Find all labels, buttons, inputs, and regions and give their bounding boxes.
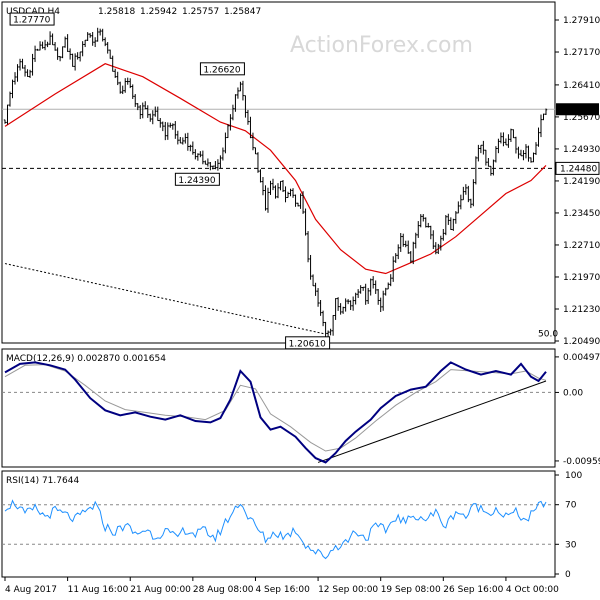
rsi-layer: 100 70 30 0 — [2, 471, 582, 580]
rsi-y-tick-label: 0 — [565, 570, 571, 580]
price-y-tick-label: 1.20490 — [563, 337, 600, 347]
macd-line — [4, 361, 547, 464]
price-y-tick-label: 1.27170 — [563, 48, 600, 58]
macd-y-tick-label: 0.00 — [563, 388, 583, 398]
rsi-y-tick-label: 100 — [565, 471, 582, 481]
price-y-tick-label: 1.27910 — [563, 16, 600, 26]
x-tick-label: 4 Oct 00:00 — [506, 585, 559, 595]
peak-label-box — [199, 62, 245, 76]
x-tick-label: 28 Aug 08:00 — [193, 585, 254, 595]
macd-layer: 0.004974 0.00 -0.009591 — [2, 353, 600, 467]
price-title-low: 1.25757 — [182, 7, 219, 17]
current-price-marker — [556, 103, 599, 116]
macd-y-tick-label: -0.009591 — [563, 457, 600, 467]
x-tick-label: 21 Aug 00:00 — [130, 585, 191, 595]
price-y-tick-label: 1.22710 — [563, 241, 600, 251]
price-y-tick-label: 1.24190 — [563, 177, 600, 187]
price-title-open: 1.25818 — [98, 7, 135, 17]
peak-label: 1.26620 — [203, 65, 240, 75]
peak-label-box — [285, 336, 331, 350]
price-y-tick-label: 1.26410 — [563, 81, 600, 91]
price-layer: 1.27910 1.27170 1.26410 1.25670 1.24930 1.241… — [2, 12, 600, 350]
rsi-y-tick-label: 70 — [565, 501, 577, 511]
peak-label: 1.24390 — [178, 176, 215, 186]
price-y-tick-label: 1.21970 — [563, 273, 600, 283]
x-tick-label: 11 Aug 16:00 — [68, 585, 129, 595]
x-tick-label: 4 Aug 2017 — [5, 585, 57, 595]
rsi-title: RSI(14) 71.7644 — [6, 476, 79, 486]
macd-trend-line — [317, 380, 547, 463]
price-panel-frame — [1, 1, 556, 344]
macd-panel-frame — [1, 348, 556, 468]
rsi-panel-frame — [1, 470, 556, 578]
macd-y-tick-label: 0.004974 — [563, 353, 600, 363]
x-tick-label: 12 Sep 00:00 — [318, 585, 378, 595]
peak-label: 1.20610 — [289, 339, 326, 349]
macd-title: MACD(12,26,9) 0.002870 0.001654 — [6, 354, 166, 364]
moving-average-line — [4, 63, 547, 275]
rsi-y-tick-label: 30 — [565, 540, 577, 550]
price-y-tick-label: 1.24930 — [563, 145, 600, 155]
peak-label: 1.27770 — [13, 16, 50, 26]
current-price-label: 1.25847 — [560, 105, 597, 115]
dotted-trend-line — [4, 263, 326, 335]
support-label: 1.24480 — [560, 164, 597, 174]
x-tick-label: 4 Sep 16:00 — [255, 585, 310, 595]
price-title-close: 1.25847 — [224, 7, 261, 17]
x-axis: 4 Aug 2017 11 Aug 16:00 21 Aug 00:00 28 Aug… — [4, 577, 559, 595]
peak-label-box — [9, 12, 55, 26]
price-y-tick-label: 1.25670 — [563, 113, 600, 123]
price-title-symbol: USDCAD,H4 — [6, 7, 60, 17]
price-title-high: 1.25942 — [140, 7, 177, 17]
x-tick-label: 26 Sep 16:00 — [443, 585, 503, 595]
peak-label-box — [174, 172, 220, 186]
rsi-line — [4, 499, 547, 560]
price-y-tick-label: 1.23450 — [563, 209, 600, 219]
price-y-tick-label: 1.21230 — [563, 305, 600, 315]
support-marker — [555, 161, 600, 175]
watermark: ActionForex.com — [290, 33, 473, 58]
x-tick-label: 19 Sep 08:00 — [381, 585, 441, 595]
fib-level-label: 50.0 — [538, 329, 558, 339]
